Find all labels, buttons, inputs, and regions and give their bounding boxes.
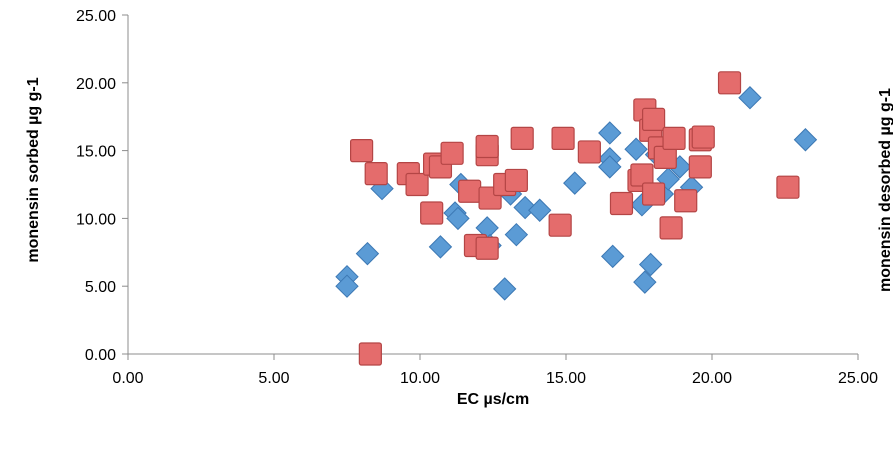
square-point	[641, 107, 666, 132]
diamond-point	[492, 277, 517, 301]
square-point	[358, 342, 382, 366]
square-point	[551, 126, 575, 150]
diamond-point	[633, 270, 657, 294]
x-tick-label: 0.00	[112, 370, 143, 387]
square-point	[475, 236, 499, 260]
square-point	[420, 201, 444, 225]
square-point	[364, 162, 388, 186]
square-point	[458, 179, 482, 203]
square-point	[674, 189, 698, 213]
square-point	[577, 140, 601, 164]
y-tick-label: 15.00	[76, 144, 116, 161]
diamond-point	[428, 235, 453, 259]
x-tick-label: 25.00	[838, 370, 878, 387]
diamond-point	[601, 244, 625, 269]
y-axis-title: monensin sorbed µg g-1	[25, 77, 42, 262]
diamond-point	[355, 241, 380, 266]
diamond-point	[738, 86, 762, 110]
square-point	[717, 71, 742, 95]
diamond-point	[793, 128, 818, 152]
x-axis-title: EC µs/cm	[457, 391, 529, 408]
diamond-point	[335, 274, 359, 298]
square-point	[630, 163, 654, 187]
square-point	[350, 139, 374, 163]
y-tick-label: 0.00	[85, 347, 116, 364]
y-ticks: 0.00 5.00 10.00 15.00 20.00 25.00	[76, 8, 128, 364]
square-point	[688, 155, 712, 179]
series-squares	[350, 71, 800, 366]
y-tick-label: 25.00	[76, 8, 116, 25]
square-point	[440, 141, 464, 165]
square-point	[641, 182, 666, 206]
y-tick-label: 5.00	[85, 279, 116, 296]
x-tick-label: 5.00	[258, 370, 289, 387]
axes	[127, 15, 858, 355]
square-point	[548, 213, 572, 237]
square-point	[510, 126, 534, 150]
diamond-point	[563, 171, 587, 195]
square-point	[691, 125, 715, 149]
x-ticks: 0.00 5.00 10.00 15.00 20.00 25.00	[112, 354, 878, 387]
square-point	[609, 191, 634, 216]
square-point	[405, 172, 429, 197]
diamond-point	[446, 206, 470, 231]
square-point	[659, 216, 683, 240]
square-point	[504, 168, 528, 193]
diamond-point	[598, 155, 622, 179]
square-point	[776, 175, 800, 199]
square-point	[662, 126, 686, 150]
x-tick-label: 10.00	[400, 370, 440, 387]
diamond-point	[528, 198, 552, 222]
diamond-point	[624, 137, 648, 161]
y-tick-label: 10.00	[76, 211, 116, 228]
diamond-point	[638, 252, 663, 277]
diamond-point	[504, 222, 529, 247]
diamond-point	[513, 195, 537, 220]
x-tick-label: 20.00	[692, 370, 732, 387]
diamond-point	[598, 121, 622, 145]
x-tick-label: 15.00	[546, 370, 586, 387]
y-axis-title-right: monensin desorbed µg g-1	[877, 88, 893, 292]
square-point	[475, 134, 499, 159]
y-tick-label: 20.00	[76, 76, 116, 93]
